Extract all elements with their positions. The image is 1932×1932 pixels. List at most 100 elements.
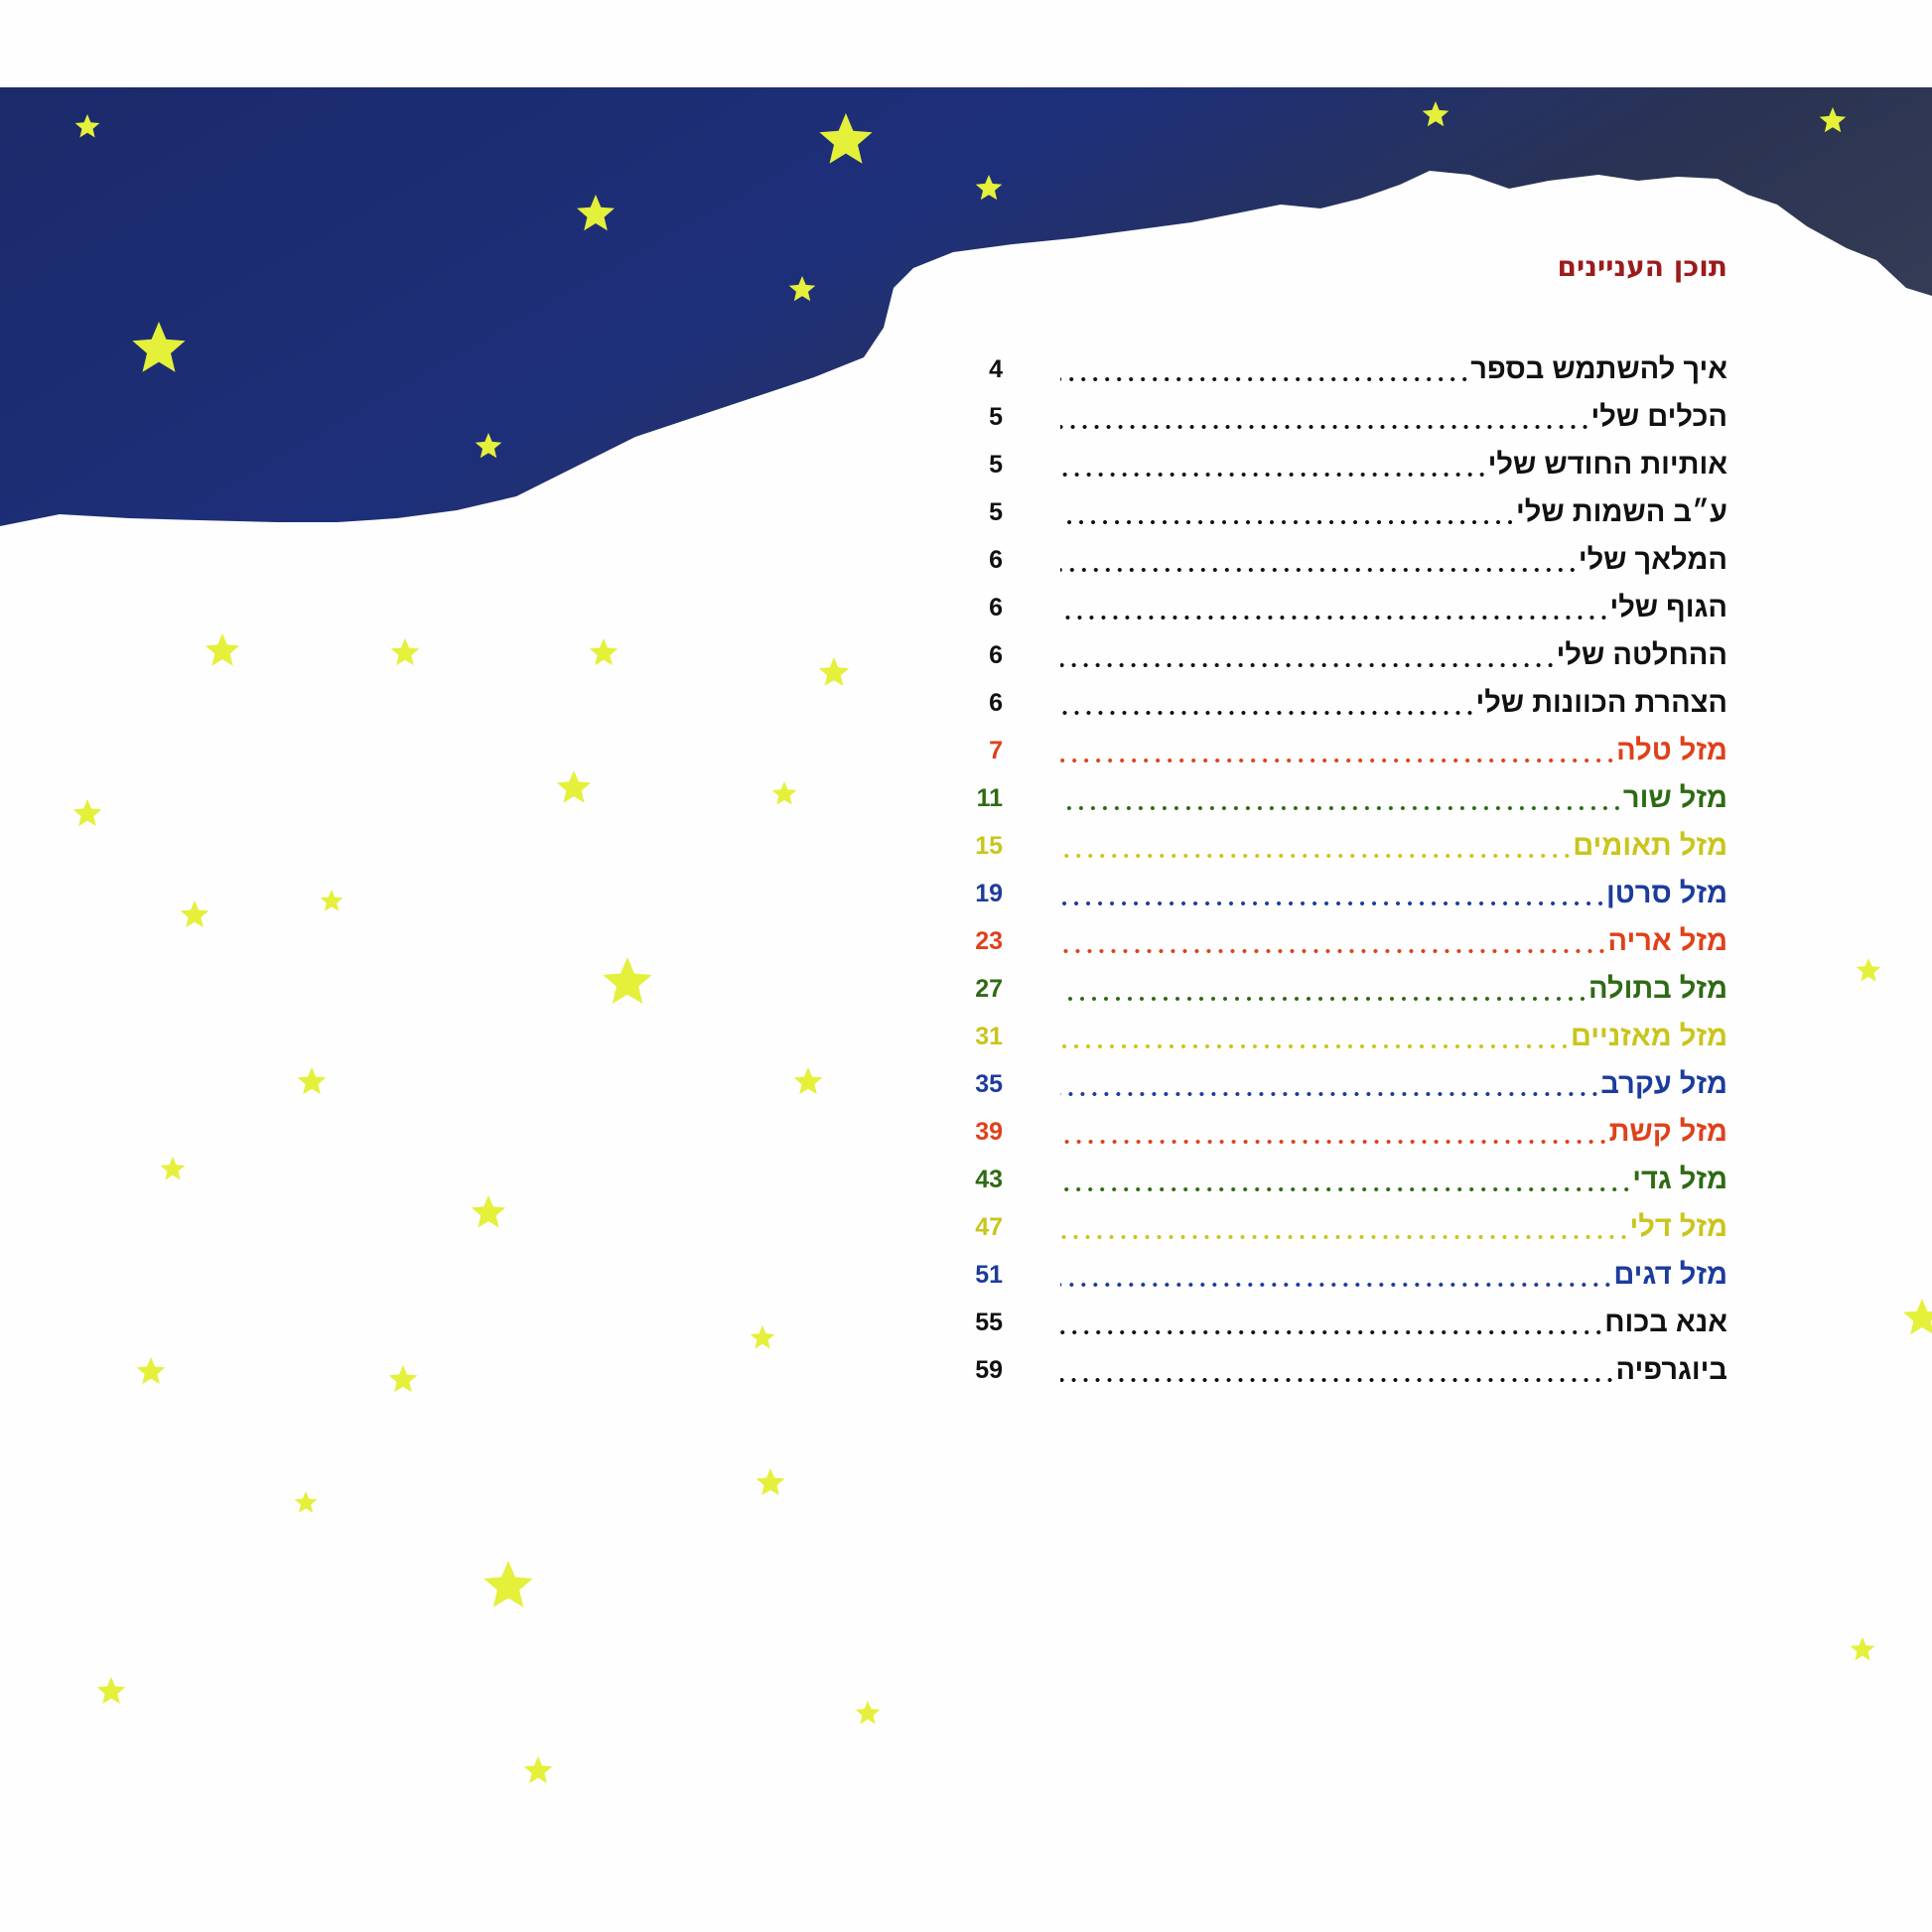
dot-leader <box>1060 663 1557 667</box>
page-number: 27 <box>975 974 1003 1003</box>
dot-leader <box>1060 377 1471 381</box>
page-number: 6 <box>989 688 1003 717</box>
entry-label: ע״ב השמות שלי <box>1516 495 1727 528</box>
toc-entry[interactable]: 59 ביוגרפיה <box>953 1348 1727 1392</box>
star-icon <box>205 633 240 666</box>
page-number: 23 <box>975 926 1003 955</box>
star-icon <box>788 276 816 302</box>
toc-entry[interactable]: 6 ההחלטה שלי <box>953 633 1727 677</box>
star-icon <box>603 957 652 1004</box>
star-icon <box>294 1491 318 1513</box>
star-icon <box>390 638 420 666</box>
dot-leader <box>1060 901 1607 905</box>
star-icon <box>818 657 850 686</box>
entry-label: מזל אריה <box>1607 924 1727 957</box>
toc-entry[interactable]: 15 מזל תאומים <box>953 824 1727 868</box>
dot-leader <box>1060 520 1517 524</box>
entry-label: מזל גדי <box>1632 1163 1727 1195</box>
dot-leader <box>1060 1092 1601 1096</box>
dot-leader <box>1060 711 1476 715</box>
entry-label: הצהרת הכוונות שלי <box>1475 686 1727 719</box>
toc-entry[interactable]: 6 הגוף שלי <box>953 586 1727 629</box>
toc-entry[interactable]: 55 אנא בכוח <box>953 1301 1727 1344</box>
dot-leader <box>1060 616 1610 620</box>
page-number: 55 <box>975 1308 1003 1336</box>
toc-entry[interactable]: 23 מזל אריה <box>953 919 1727 963</box>
toc-entry[interactable]: 5 הכלים שלי <box>953 395 1727 439</box>
entry-label: אותיות החודש שלי <box>1487 448 1727 481</box>
dot-leader <box>1060 1330 1605 1334</box>
dot-leader <box>1060 473 1488 477</box>
entry-label: מזל בתולה <box>1587 972 1727 1005</box>
page-number: 15 <box>975 831 1003 860</box>
star-icon <box>320 890 344 911</box>
page-number: 47 <box>975 1212 1003 1241</box>
entry-label: מזל דלי <box>1629 1210 1728 1243</box>
entry-label: אנא בכוח <box>1604 1306 1727 1338</box>
dot-leader <box>1060 425 1591 429</box>
dot-leader <box>1060 759 1617 762</box>
page-number: 59 <box>975 1355 1003 1384</box>
toc-entry[interactable]: 47 מזל דלי <box>953 1205 1727 1249</box>
toc-entry[interactable]: 39 מזל קשת <box>953 1110 1727 1154</box>
page-number: 35 <box>975 1069 1003 1098</box>
star-icon <box>756 1468 785 1496</box>
entry-label: ההחלטה שלי <box>1556 638 1727 671</box>
page-number: 7 <box>989 736 1003 764</box>
dot-leader <box>1060 949 1608 953</box>
star-icon <box>483 1561 533 1607</box>
dot-leader <box>1060 997 1588 1001</box>
page-number: 51 <box>975 1260 1003 1289</box>
entry-label: הכלים שלי <box>1590 400 1727 433</box>
dot-leader <box>1060 568 1579 572</box>
toc-entry[interactable]: 4 איך להשתמש בספר <box>953 347 1727 391</box>
star-icon <box>523 1756 553 1784</box>
page-number: 19 <box>975 879 1003 907</box>
page-number: 31 <box>975 1022 1003 1050</box>
entry-label: מזל מאזניים <box>1570 1020 1727 1052</box>
sky-torn-edge <box>0 87 1932 526</box>
entry-label: מזל קשת <box>1608 1115 1727 1148</box>
star-icon <box>1856 958 1881 982</box>
dot-leader <box>1060 806 1623 810</box>
toc-entry[interactable]: 6 הצהרת הכוונות שלי <box>953 681 1727 725</box>
entry-label: מזל עקרב <box>1600 1067 1727 1100</box>
star-icon <box>475 433 502 459</box>
toc-entry[interactable]: 35 מזל עקרב <box>953 1062 1727 1106</box>
toc-title: תוכן העניינים <box>1557 250 1727 283</box>
toc-entry[interactable]: 7 מזל טלה <box>953 729 1727 772</box>
toc-entry[interactable]: 11 מזל שור <box>953 776 1727 820</box>
star-icon <box>74 114 100 138</box>
star-icon <box>471 1195 506 1228</box>
toc-entry[interactable]: 51 מזל דגים <box>953 1253 1727 1297</box>
toc-entry[interactable]: 19 מזל סרטן <box>953 872 1727 915</box>
star-icon <box>771 781 797 805</box>
page-number: 6 <box>989 593 1003 621</box>
star-icon <box>975 175 1003 201</box>
toc-entry[interactable]: 43 מזל גדי <box>953 1158 1727 1201</box>
toc-entry[interactable]: 31 מזל מאזניים <box>953 1015 1727 1058</box>
entry-label: ביוגרפיה <box>1615 1353 1727 1386</box>
toc-entry[interactable]: 6 המלאך שלי <box>953 538 1727 582</box>
star-icon <box>793 1067 823 1095</box>
entry-label: מזל תאומים <box>1573 829 1727 862</box>
dot-leader <box>1060 1044 1571 1048</box>
star-icon <box>388 1365 418 1393</box>
page-number: 5 <box>989 497 1003 526</box>
star-icon <box>556 770 592 803</box>
star-icon <box>297 1067 327 1095</box>
toc-entry[interactable]: 5 ע״ב השמות שלי <box>953 490 1727 534</box>
page-number: 4 <box>989 354 1003 383</box>
dot-leader <box>1060 1140 1609 1144</box>
star-icon <box>1422 101 1449 127</box>
entry-label: איך להשתמש בספר <box>1470 352 1727 385</box>
dot-leader <box>1060 854 1574 858</box>
page-number: 6 <box>989 640 1003 669</box>
toc-entry[interactable]: 27 מזל בתולה <box>953 967 1727 1011</box>
star-icon <box>160 1157 186 1180</box>
star-icon <box>750 1325 775 1349</box>
toc-entry[interactable]: 5 אותיות החודש שלי <box>953 443 1727 486</box>
page-number: 39 <box>975 1117 1003 1146</box>
star-icon <box>819 113 873 164</box>
